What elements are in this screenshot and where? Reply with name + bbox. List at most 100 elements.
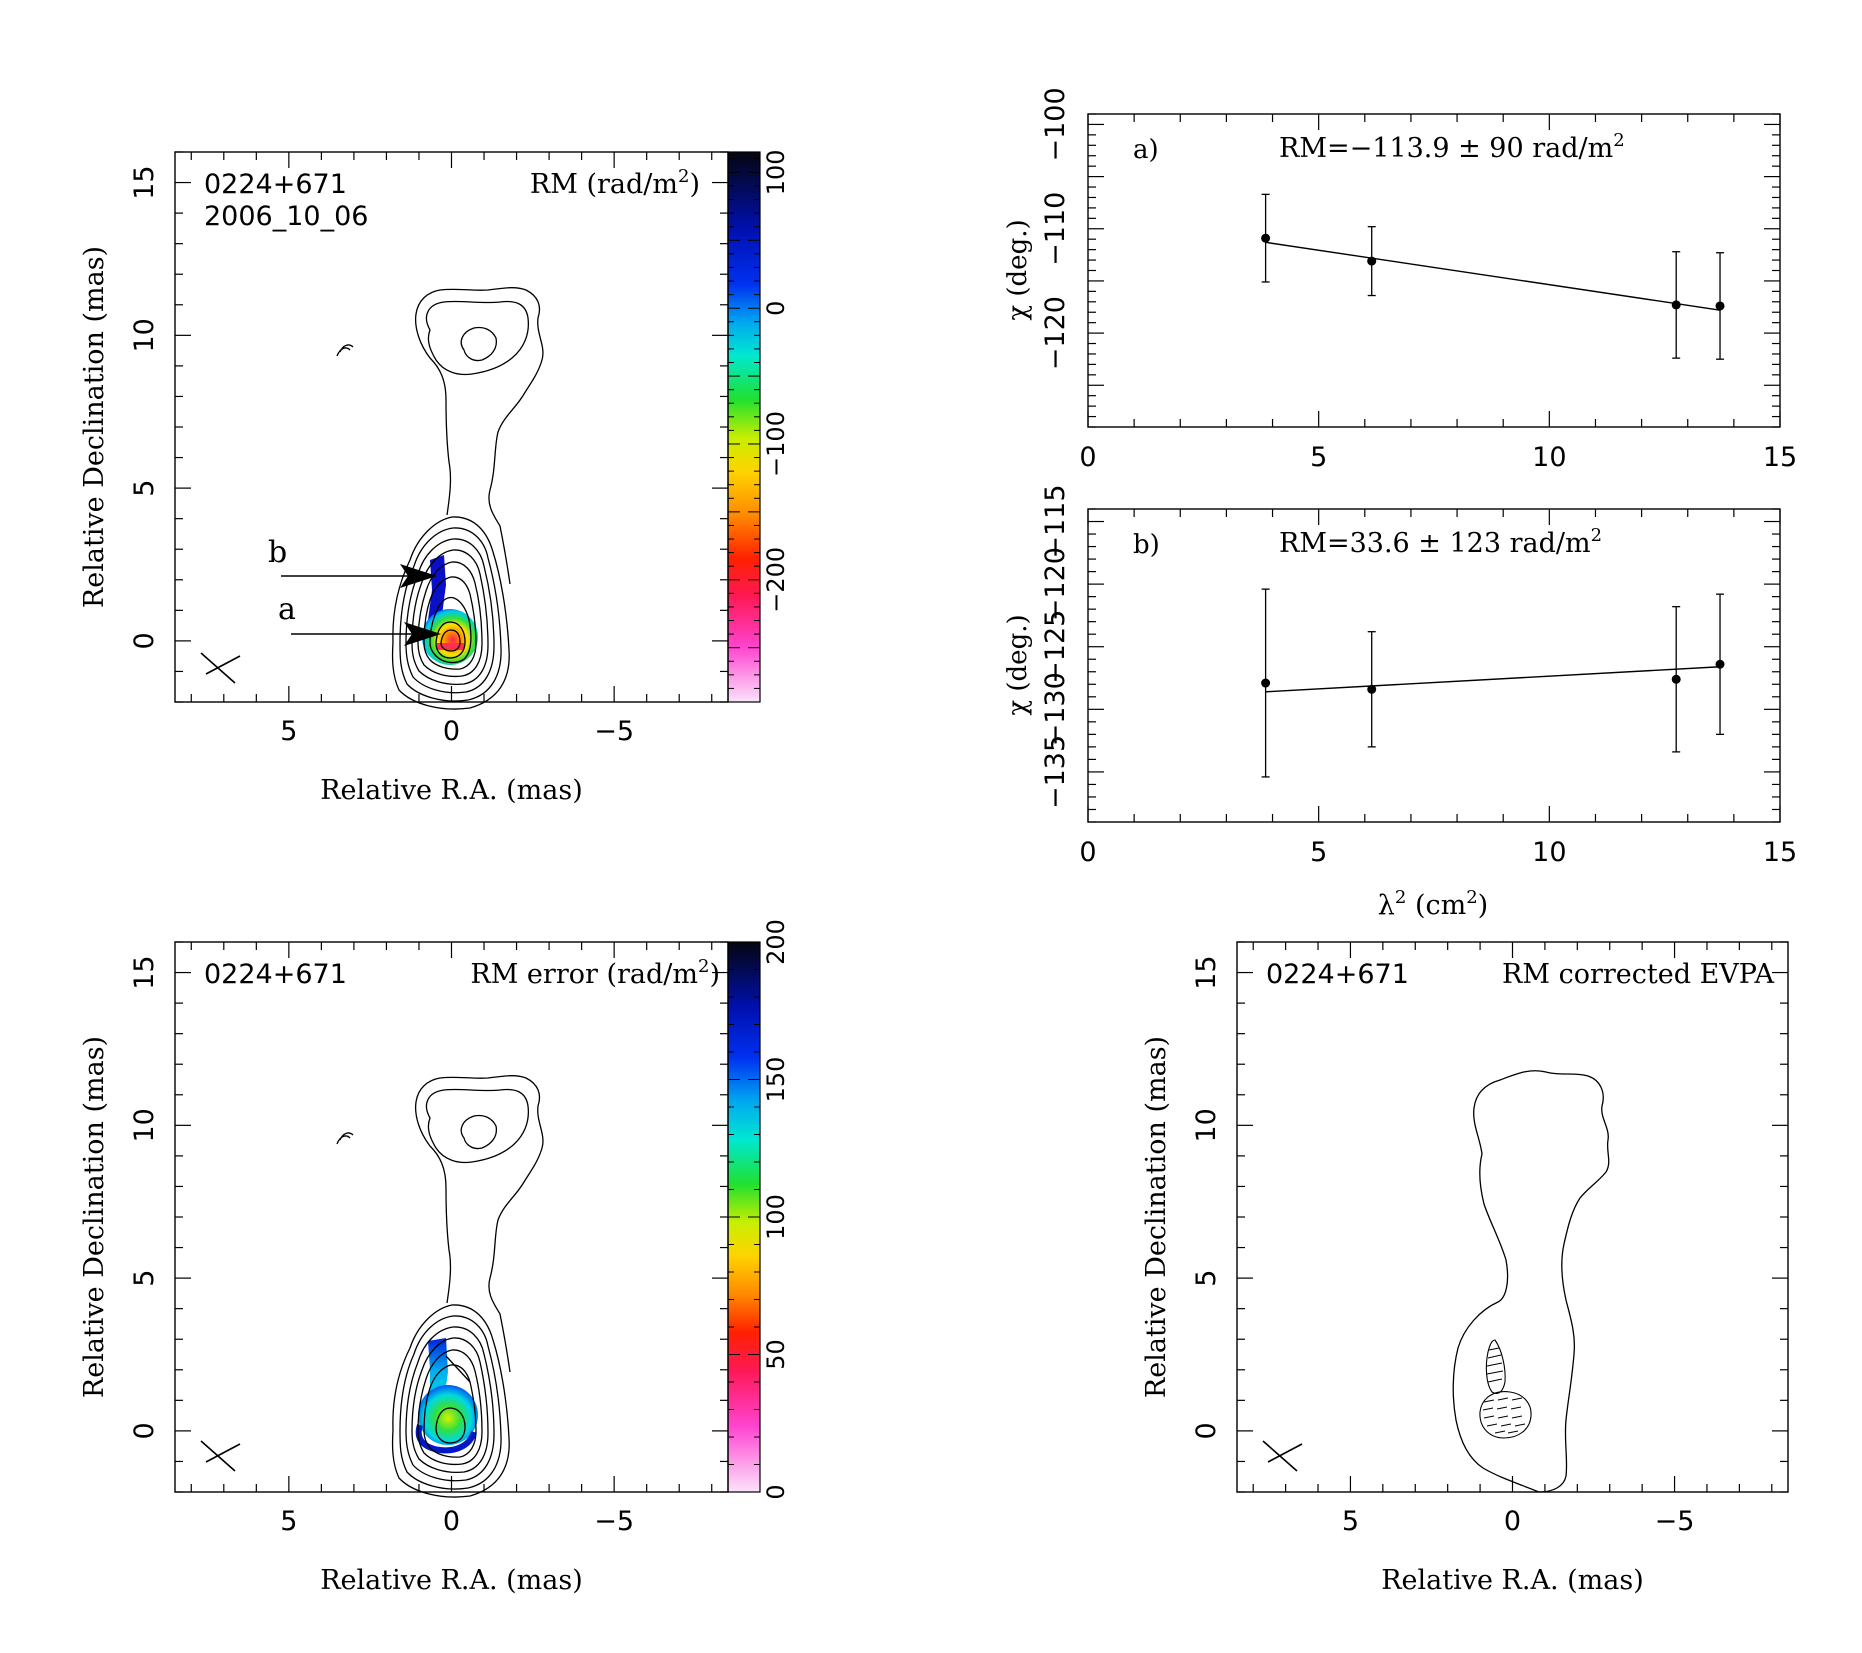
map-ytick-label: 0 [129,632,160,649]
plot-xtick-label: 15 [1763,837,1797,868]
rm-error-core-patch [418,1385,478,1445]
chi-plot-a-annotation: RM=−113.9 ± 90 rad/m2 [1279,130,1625,164]
map-ytick-label: 15 [129,955,160,989]
evpa-vectors [1479,1339,1532,1439]
evpa-contour [1452,1070,1610,1493]
data-point [1671,300,1681,310]
evpa-source-name: 0224+671 [1266,959,1409,990]
map-xlabel: Relative R.A. (mas) [320,1565,583,1596]
chi-plot-a-panel-tag: a) [1133,135,1159,165]
chi-plot-b-ylabel: χ (deg.) [1003,614,1033,715]
marker-b-label: b [268,535,287,570]
plot-ytick-label: −135 [1040,735,1071,809]
plot-ytick-label: −125 [1040,610,1071,684]
map-xtick-label: 5 [280,1506,297,1537]
rm-contours [336,287,544,710]
map-ytick-label: 15 [1191,955,1222,989]
rm-error-frame [174,941,729,1493]
map-xtick-label: 0 [443,716,460,747]
plot-ytick-label: −100 [1040,87,1071,161]
plot-xtick-label: 10 [1532,442,1566,473]
map-xtick-label: −5 [1655,1506,1695,1537]
rm-error-colorbar-ticks: 200 150 100 50 0 [728,919,790,1500]
rm-epoch: 2006_10_06 [204,201,368,232]
plot-ytick-label: −110 [1040,192,1071,266]
data-point [1261,678,1271,688]
map-ytick-label: 5 [129,480,160,497]
chi-plot-b-frame [1087,508,1781,823]
map-ytick-label: 5 [1191,1270,1222,1287]
map-xlabel: Relative R.A. (mas) [320,775,583,806]
rm-error-contours [336,1075,544,1498]
evpa-beam-cross [1262,1440,1303,1472]
map-ytick-label: 10 [129,1108,160,1142]
plot-ytick-label: −130 [1040,672,1071,746]
evpa-frame [1236,941,1789,1493]
plot-xtick-label: 0 [1079,837,1096,868]
plot-xtick-label: 5 [1310,837,1327,868]
chi-plot-b-annotation: RM=33.6 ± 123 rad/m2 [1279,525,1602,559]
colorbar-label: 0 [762,301,790,316]
colorbar-label: 50 [762,1339,790,1370]
rm-core-patch [422,609,478,665]
fit-line [1265,241,1721,311]
colorbar-label: −100 [762,411,790,477]
map-ytick-label: 0 [129,1422,160,1439]
evpa-map-label: RM corrected EVPA [1502,959,1774,990]
map-ytick-label: 10 [1191,1108,1222,1142]
colorbar-label: −200 [762,547,790,613]
plot-xtick-label: 5 [1310,442,1327,473]
data-point [1671,674,1681,684]
chi-plot-b-xlabel: λ2 (cm2) [1378,887,1488,921]
map-ytick-label: 15 [129,165,160,199]
map-ytick-label: 0 [1191,1422,1222,1439]
colorbar-label: 0 [762,1484,790,1499]
rm-error-map-label: RM error (rad/m2) [470,956,720,990]
map-xtick-label: −5 [594,716,634,747]
plot-ytick-label: −120 [1040,547,1071,621]
colorbar-label: 200 [762,919,790,965]
rm-error-beam-cross [200,1440,241,1472]
data-point [1715,301,1725,311]
chi-plot-b: 0 5 10 15 −135−130−125−120−115 b) RM=33.6 ± … [1003,484,1797,921]
rm-arrows [281,564,441,646]
plot-xtick-label: 15 [1763,442,1797,473]
map-xtick-label: 0 [1504,1506,1521,1537]
map-ylabel: Relative Declination (mas) [1141,1036,1172,1398]
plot-ytick-label: −115 [1040,484,1071,558]
data-point [1367,256,1377,266]
colorbar-label: 100 [762,149,790,195]
arrow-b-head [400,564,437,588]
rm-core-red [437,643,464,650]
rm-map-label: RM (rad/m2) [530,166,700,200]
rm-colorbar [727,151,761,703]
colorbar-label: 150 [762,1057,790,1103]
map-xlabel: Relative R.A. (mas) [1381,1565,1644,1596]
data-point [1367,684,1377,694]
chi-plot-b-panel-tag: b) [1133,530,1160,560]
rm-frame [174,151,729,703]
map-ytick-label: 5 [129,1270,160,1287]
map-ylabel: Relative Declination (mas) [79,1036,110,1398]
map-xtick-label: 5 [280,716,297,747]
arrow-a-head [404,622,441,646]
map-xtick-label: 0 [443,1506,460,1537]
plot-ytick-label: −120 [1040,296,1071,370]
plot-xtick-label: 0 [1079,442,1096,473]
evpa-map-panel: 0224+671 RM corrected EVPA 5 0 −5 0 5 10 15 Rel… [1141,941,1789,1596]
map-xtick-label: −5 [594,1506,634,1537]
map-ytick-label: 10 [129,318,160,352]
map-ylabel: Relative Declination (mas) [79,246,110,608]
marker-a-label: a [278,592,296,627]
data-point [1715,659,1725,669]
fit-line [1265,666,1721,693]
rm-source-name: 0224+671 [204,169,347,200]
plot-xtick-label: 10 [1532,837,1566,868]
rm-beam-cross [200,652,241,684]
map-xtick-label: 5 [1342,1506,1359,1537]
chi-plot-a-ylabel: χ (deg.) [1003,219,1033,320]
colorbar-label: 100 [762,1194,790,1240]
